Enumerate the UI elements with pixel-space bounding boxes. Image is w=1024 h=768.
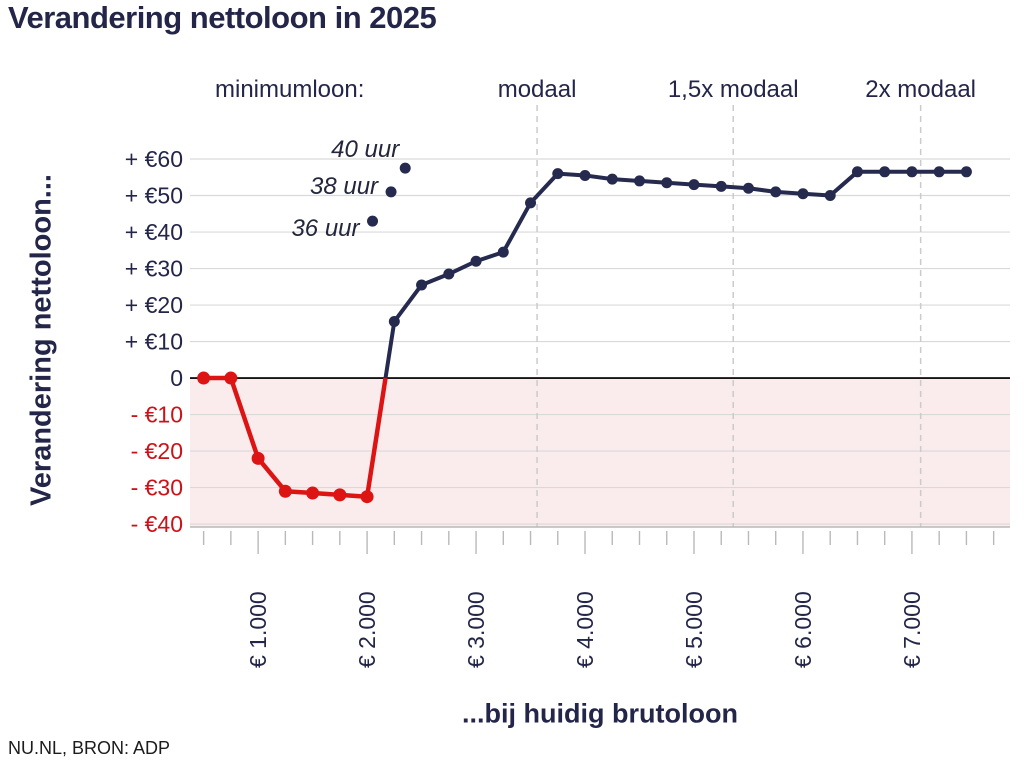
data-point-marker <box>333 488 347 502</box>
annotation-label: 36 uur <box>291 215 360 242</box>
x-tick-label: € 7.000 <box>899 591 925 668</box>
data-point-marker <box>443 268 455 280</box>
data-point-marker <box>960 166 972 178</box>
x-tick-label: € 4.000 <box>572 591 598 668</box>
x-tick-label: € 6.000 <box>790 591 816 668</box>
data-point-marker <box>851 166 863 178</box>
data-point-marker <box>388 315 400 327</box>
data-point-marker <box>797 188 809 200</box>
top-axis-label: modaal <box>498 76 577 103</box>
data-point-marker <box>579 169 591 181</box>
top-axis-label: 1,5x modaal <box>668 76 799 103</box>
source-credit: NU.NL, BRON: ADP <box>8 738 171 758</box>
annotation-dot <box>385 186 397 198</box>
annotation-label: 40 uur <box>331 136 400 163</box>
y-tick-label: + €50 <box>125 183 183 209</box>
data-point-marker <box>224 371 238 385</box>
negative-region-shade <box>190 378 1010 527</box>
y-tick-label: + €10 <box>125 329 183 355</box>
top-axis-label: minimumloon: <box>215 76 364 103</box>
y-tick-label: - €20 <box>131 438 183 464</box>
data-point-marker <box>742 182 754 194</box>
y-tick-label: 0 <box>170 365 183 391</box>
annotation-dot <box>367 215 379 227</box>
data-point-marker <box>933 166 945 178</box>
data-point-marker <box>879 166 891 178</box>
top-axis-label: 2x modaal <box>865 76 976 103</box>
y-tick-label: + €20 <box>125 292 183 318</box>
annotation-dot <box>399 162 411 174</box>
data-point-marker <box>525 197 537 209</box>
data-point-marker <box>824 190 836 202</box>
data-point-marker <box>770 186 782 198</box>
data-point-marker <box>197 371 211 385</box>
data-point-marker <box>606 173 618 185</box>
y-tick-label: - €30 <box>131 475 183 501</box>
data-point-marker <box>416 279 428 291</box>
series-line-positive <box>383 169 967 379</box>
data-point-marker <box>470 255 482 267</box>
y-tick-label: + €40 <box>125 219 183 245</box>
x-tick-label: € 5.000 <box>681 591 707 668</box>
data-point-marker <box>278 484 292 498</box>
data-point-marker <box>715 180 727 192</box>
x-tick-label: € 2.000 <box>354 591 380 668</box>
data-point-marker <box>306 486 320 500</box>
annotation-label: 38 uur <box>310 173 379 200</box>
y-tick-label: - €40 <box>131 511 183 537</box>
data-point-marker <box>906 166 918 178</box>
x-tick-label: € 1.000 <box>245 591 271 668</box>
y-tick-label: + €60 <box>125 146 183 172</box>
data-point-marker <box>661 177 673 189</box>
data-point-marker <box>552 168 564 180</box>
x-tick-label: € 3.000 <box>463 591 489 668</box>
y-tick-label: + €30 <box>125 256 183 282</box>
data-point-marker <box>688 179 700 191</box>
x-axis-title: ...bij huidig brutoloon <box>462 698 738 729</box>
chart-title: Verandering nettoloon in 2025 <box>8 0 437 35</box>
data-point-marker <box>251 451 265 465</box>
y-tick-label: - €10 <box>131 402 183 428</box>
data-point-marker <box>497 246 509 258</box>
data-point-marker <box>360 490 374 504</box>
data-point-marker <box>634 175 646 187</box>
